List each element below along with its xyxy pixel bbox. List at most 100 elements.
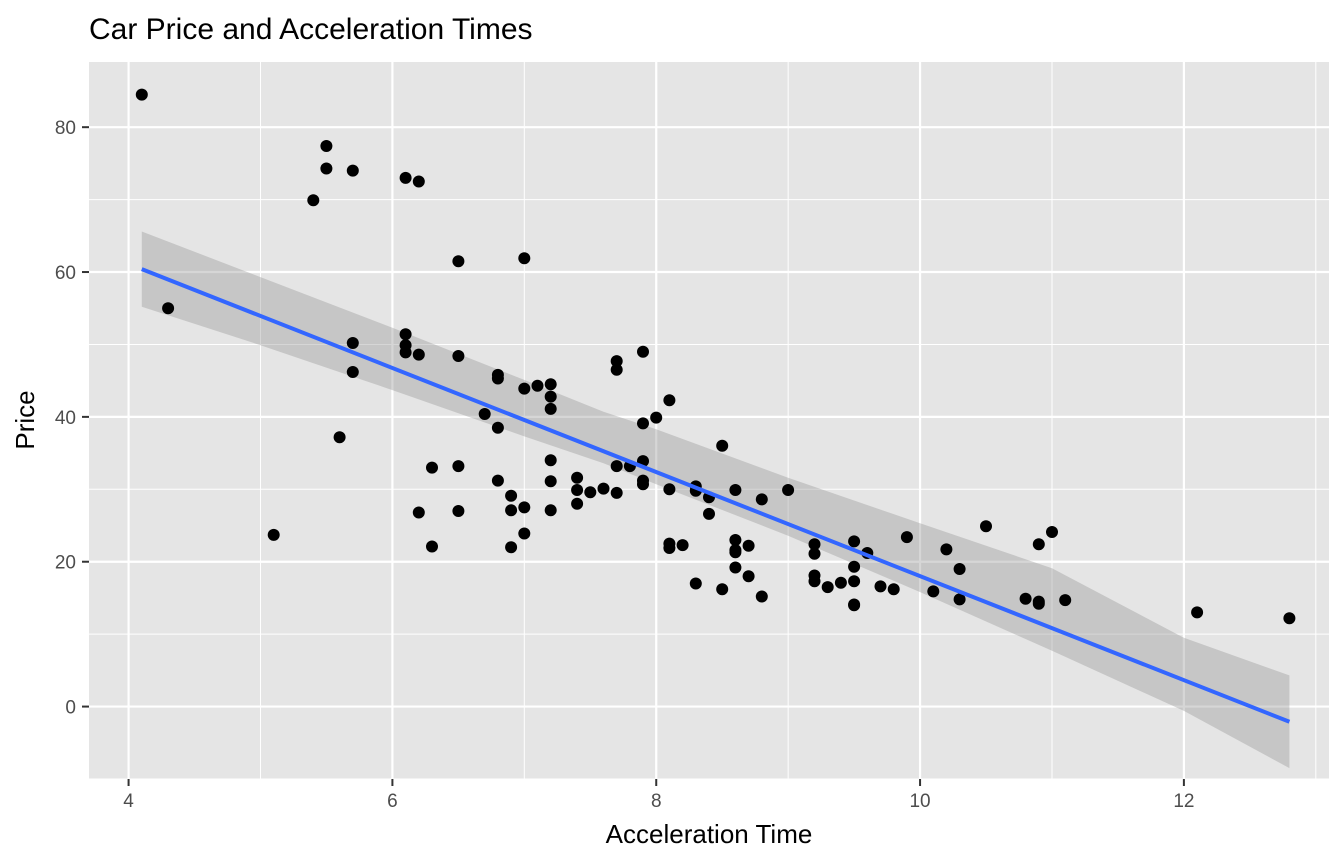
y-tick-label: 20 — [55, 553, 76, 574]
data-point — [637, 478, 649, 491]
data-point — [505, 489, 518, 502]
data-point — [610, 363, 623, 376]
data-point — [927, 585, 940, 598]
data-point — [742, 570, 755, 583]
data-point — [808, 547, 821, 560]
data-point — [900, 531, 913, 544]
data-point — [689, 577, 702, 590]
x-tick-label: 10 — [909, 791, 930, 812]
data-point — [544, 504, 557, 517]
data-point — [518, 382, 531, 395]
data-point — [320, 162, 333, 175]
y-tick-label: 0 — [65, 698, 76, 719]
data-point — [940, 543, 953, 556]
data-point — [320, 140, 333, 152]
data-point — [848, 535, 861, 548]
data-point — [834, 576, 847, 589]
data-point — [610, 355, 623, 368]
data-point — [135, 88, 148, 101]
data-point — [848, 560, 861, 573]
data-point — [452, 350, 465, 362]
data-point — [518, 527, 531, 540]
data-point — [544, 475, 557, 488]
data-point — [729, 484, 742, 496]
data-point — [531, 379, 544, 392]
data-point — [821, 581, 834, 594]
data-point — [703, 507, 715, 520]
data-point — [518, 252, 531, 265]
data-point — [491, 421, 504, 434]
data-point — [729, 534, 742, 546]
data-point — [491, 372, 504, 385]
data-point — [650, 411, 663, 424]
data-point — [518, 501, 531, 514]
trend-line — [141, 267, 1291, 724]
data-point — [1046, 526, 1058, 538]
data-point — [716, 583, 729, 596]
data-point — [887, 583, 900, 596]
data-point — [346, 164, 359, 177]
data-point — [412, 348, 425, 361]
data-point — [571, 497, 584, 510]
x-tick-label: 8 — [651, 791, 662, 812]
chart-title: Car Price and Acceleration Times — [89, 13, 533, 46]
data-point — [1191, 606, 1204, 619]
data-point — [399, 328, 412, 341]
data-points — [135, 88, 1296, 625]
data-point — [478, 408, 491, 420]
data-point — [597, 482, 610, 495]
data-point — [716, 439, 729, 452]
x-tick-label: 4 — [123, 791, 134, 812]
data-point — [267, 528, 280, 541]
data-point — [452, 255, 465, 268]
data-point — [505, 504, 518, 517]
data-point — [426, 540, 438, 553]
y-tick-label: 40 — [55, 408, 76, 429]
plot-panel — [89, 62, 1329, 779]
data-point — [452, 460, 465, 473]
x-tick-label: 6 — [387, 791, 398, 812]
x-axis-title: Acceleration Time — [606, 819, 813, 849]
data-point — [412, 175, 425, 188]
data-point — [426, 461, 438, 474]
data-point — [1032, 597, 1045, 610]
data-point — [663, 542, 676, 554]
data-point — [505, 541, 518, 554]
data-point — [162, 302, 175, 315]
data-point — [663, 483, 676, 496]
data-point — [412, 506, 425, 519]
major-gridlines — [89, 62, 1329, 779]
x-tick-label: 12 — [1173, 791, 1194, 812]
data-point — [544, 454, 557, 467]
y-tick-label: 60 — [55, 263, 76, 284]
data-point — [755, 493, 768, 506]
x-axis: 4 6 8 10 12 — [123, 779, 1194, 812]
data-point — [399, 346, 412, 359]
data-point — [610, 460, 623, 473]
data-point — [571, 484, 584, 496]
data-point — [953, 593, 966, 606]
data-point — [1283, 612, 1296, 625]
data-point — [584, 486, 597, 499]
confidence-band — [141, 231, 1290, 769]
data-point — [980, 520, 992, 533]
y-axis-title: Price — [10, 390, 40, 449]
data-point — [544, 390, 557, 403]
data-point — [808, 538, 821, 551]
data-point — [346, 337, 359, 349]
data-point — [729, 561, 742, 574]
data-point — [848, 575, 861, 588]
data-point — [544, 378, 557, 391]
y-tick-label: 80 — [55, 118, 76, 139]
data-point — [742, 539, 755, 552]
data-point — [953, 563, 966, 575]
data-point — [1059, 594, 1072, 607]
data-point — [729, 546, 742, 559]
data-point — [571, 471, 584, 484]
data-point — [333, 431, 346, 444]
data-point — [676, 539, 689, 552]
data-point — [755, 590, 768, 603]
data-point — [874, 580, 887, 593]
data-point — [1019, 592, 1032, 605]
